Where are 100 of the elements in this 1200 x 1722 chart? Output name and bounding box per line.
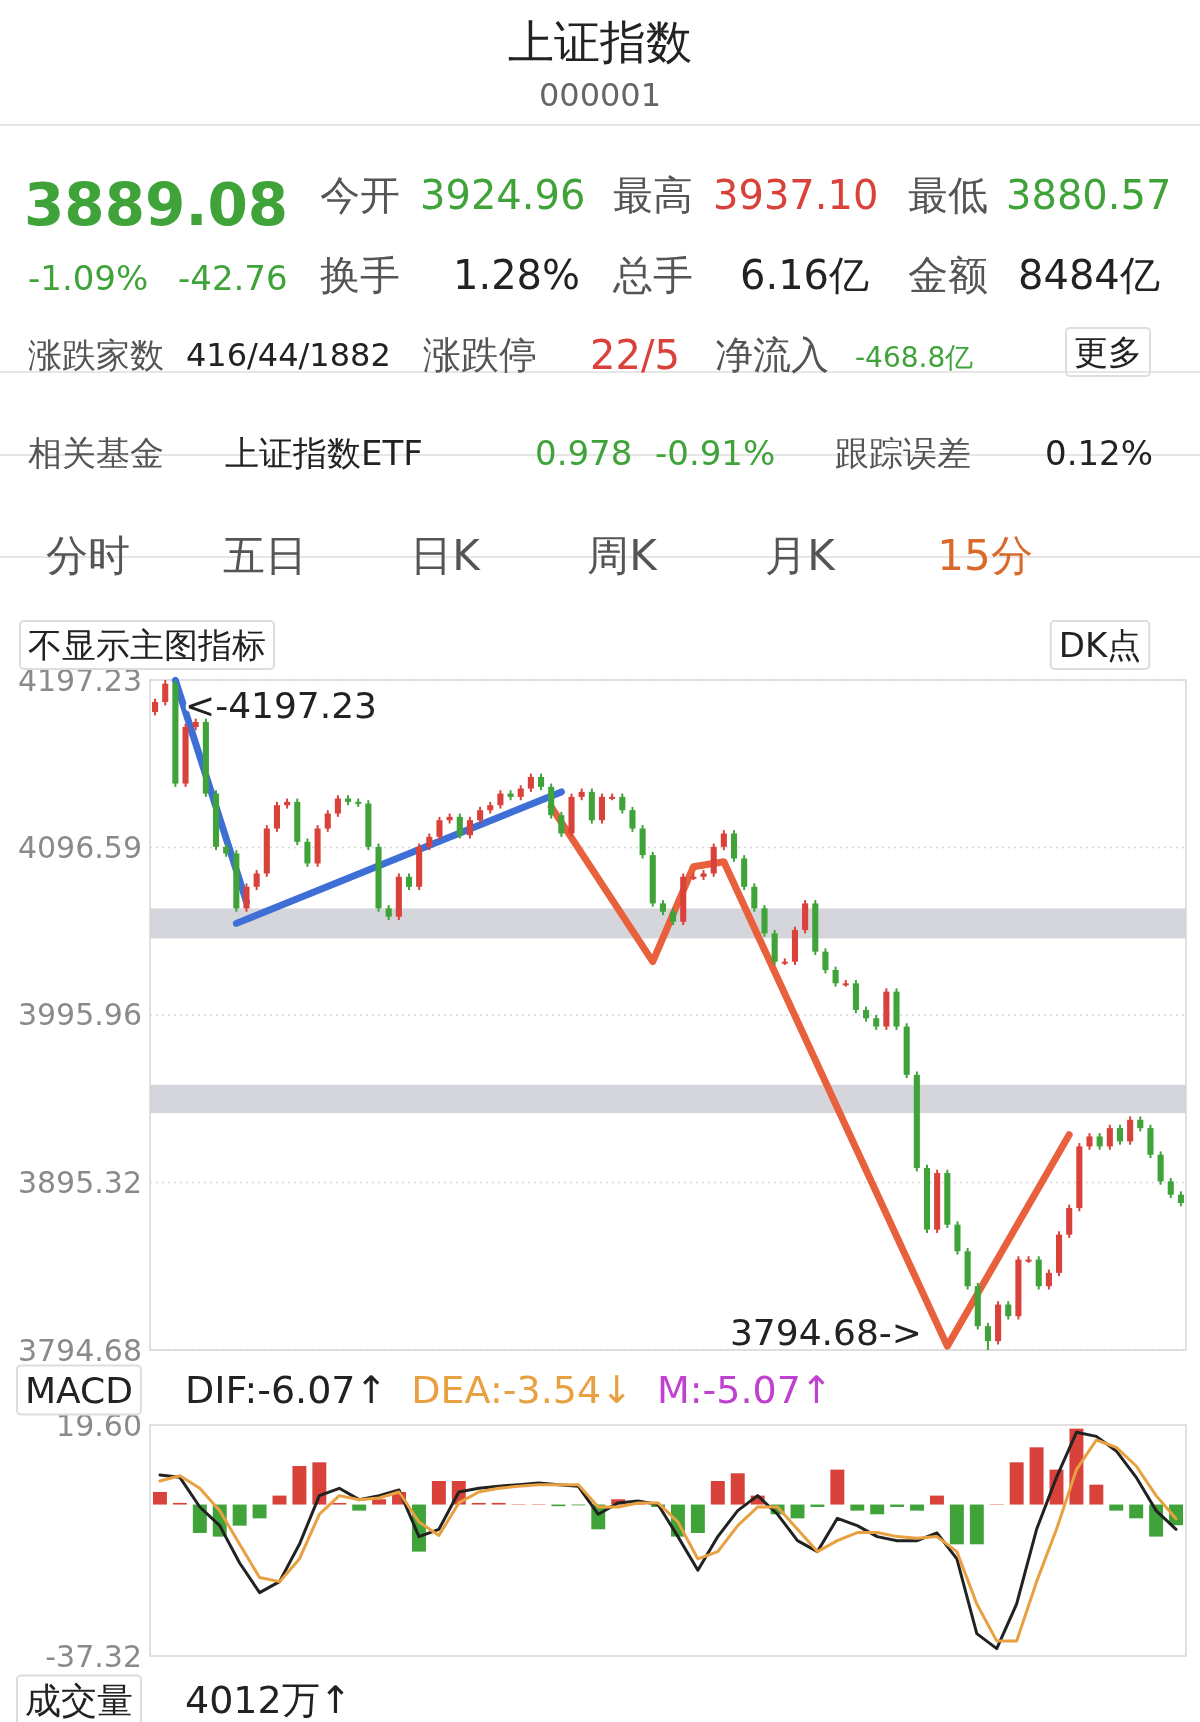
candlestick — [324, 809, 331, 833]
candlestick — [436, 815, 443, 842]
text: 上证指数ETF — [225, 433, 423, 473]
bar — [690, 1504, 705, 1533]
bar — [969, 1504, 984, 1545]
candlestick — [720, 829, 727, 852]
text: DK点 — [1058, 625, 1142, 665]
text: 6.16亿 — [740, 252, 870, 298]
text: 月K — [765, 530, 837, 580]
text: 最低 — [908, 172, 988, 218]
text: 今开 — [320, 172, 400, 218]
candlestick — [751, 882, 758, 913]
series-label: M:-5.07↑ — [656, 1368, 833, 1412]
bar — [910, 1504, 925, 1511]
chart-subtitle: 000001 — [538, 76, 662, 114]
candlestick — [527, 772, 534, 793]
candlestick — [334, 794, 341, 818]
y-tick-label: 4096.59 — [17, 830, 142, 865]
text: 4012万↑ — [185, 1678, 352, 1722]
bar — [1109, 1504, 1124, 1511]
bar — [1009, 1462, 1024, 1505]
text: 416/44/1882 — [186, 336, 391, 374]
text: 22/5 — [590, 332, 680, 378]
text: DEA:-3.54↓ — [411, 1368, 633, 1412]
bar — [352, 1504, 367, 1511]
text: 1.28% — [453, 252, 581, 298]
bar — [252, 1504, 267, 1519]
bar — [870, 1504, 885, 1515]
bar — [1029, 1447, 1044, 1505]
candlestick — [1116, 1123, 1124, 1146]
text: 五日 — [223, 530, 307, 580]
y-tick-label: -37.32 — [45, 1638, 142, 1674]
bar — [1129, 1504, 1144, 1519]
bar — [949, 1504, 964, 1545]
text: 换手 — [320, 252, 400, 298]
text: 成交量 — [25, 1679, 133, 1721]
text: 3924.96 — [420, 172, 586, 218]
candlestick — [253, 869, 260, 892]
bar — [730, 1473, 745, 1505]
bar — [292, 1465, 307, 1505]
text: 涨跌停 — [423, 333, 537, 377]
text: 3880.57 — [1006, 172, 1172, 218]
bar — [152, 1491, 167, 1505]
bar — [431, 1481, 446, 1505]
y-tick-label: 3895.32 — [17, 1165, 142, 1200]
text: 0.12% — [1045, 433, 1154, 473]
text: 0.978 — [535, 433, 633, 473]
text: -42.76 — [178, 258, 288, 298]
bar — [830, 1469, 845, 1505]
text: -0.91% — [655, 433, 776, 473]
text: 不显示主图指标 — [28, 625, 266, 665]
bar — [272, 1495, 287, 1505]
text: 周K — [587, 530, 659, 580]
candlestick — [273, 800, 281, 833]
y-tick-label: 3794.68 — [17, 1332, 142, 1368]
text: 净流入 — [715, 333, 829, 377]
text: 跟踪误差 — [835, 433, 971, 473]
bar — [710, 1481, 725, 1505]
text: 最高 — [613, 172, 693, 218]
text: 总手 — [612, 252, 693, 298]
bar — [929, 1495, 944, 1505]
candlestick — [304, 837, 311, 868]
candlestick — [629, 805, 636, 833]
text: 更多 — [1074, 332, 1142, 372]
candlestick — [497, 789, 504, 810]
candlestick — [1045, 1268, 1052, 1291]
candlestick — [1106, 1123, 1113, 1151]
text: -1.09% — [28, 258, 149, 298]
candlestick — [832, 965, 839, 988]
bar — [312, 1462, 327, 1505]
annotation: 3794.68-> — [729, 1311, 922, 1353]
candlestick — [984, 1321, 991, 1351]
candlestick — [619, 792, 626, 815]
text: 金额 — [908, 252, 988, 298]
bar — [850, 1504, 865, 1511]
bar — [372, 1499, 387, 1505]
annotation: <-4197.23 — [185, 684, 378, 726]
text: -468.8亿 — [855, 340, 974, 374]
text: 分时 — [46, 530, 130, 580]
text: 15分 — [937, 530, 1033, 580]
candlestick — [466, 815, 473, 840]
candlestick — [162, 679, 169, 707]
bar — [232, 1504, 247, 1526]
text: 3889.08 — [24, 171, 289, 239]
bar — [1089, 1484, 1104, 1505]
candlestick — [598, 792, 606, 825]
y-tick-label: 3995.96 — [17, 997, 142, 1033]
candlestick — [1127, 1115, 1134, 1146]
candlestick — [558, 810, 565, 838]
candlestick — [456, 812, 463, 840]
candlestick — [1005, 1300, 1012, 1321]
series-label: DIF:-6.07↑ — [185, 1368, 388, 1412]
text: 相关基金 — [28, 433, 164, 473]
text: 日K — [410, 530, 482, 580]
text: 8484亿 — [1018, 252, 1160, 298]
text: 3937.10 — [713, 172, 879, 218]
candlestick — [1167, 1177, 1174, 1200]
candlestick — [822, 947, 829, 975]
chart-title: 上证指数 — [508, 15, 692, 69]
text: 涨跌家数 — [28, 335, 164, 375]
